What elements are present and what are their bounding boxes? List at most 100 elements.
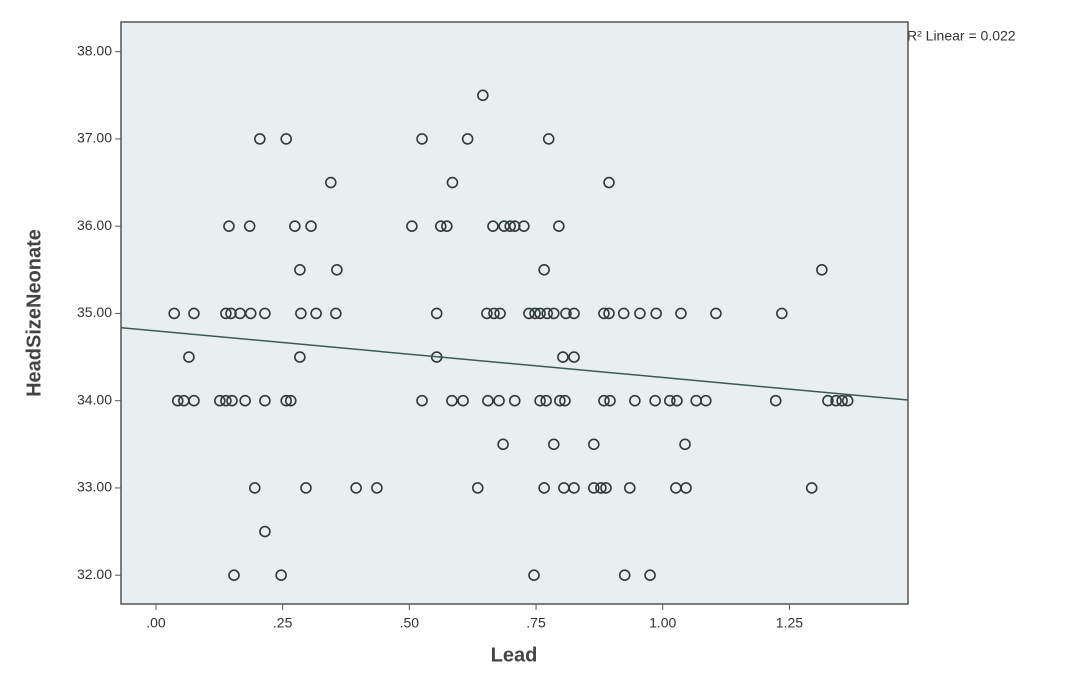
point	[441, 220, 453, 232]
point	[518, 220, 530, 232]
annotation: R² Linear = 0.022	[907, 28, 1016, 44]
point	[430, 307, 443, 320]
point	[371, 482, 383, 494]
point	[310, 307, 322, 320]
point	[830, 394, 842, 407]
point	[816, 264, 828, 276]
point	[604, 394, 616, 407]
point	[528, 569, 540, 582]
point	[434, 220, 447, 232]
point	[284, 394, 297, 407]
point	[508, 220, 521, 232]
plot-area	[120, 21, 909, 605]
point	[494, 307, 506, 320]
point	[487, 220, 499, 232]
point	[457, 394, 469, 407]
point	[183, 351, 195, 363]
point	[559, 394, 571, 407]
point	[223, 220, 235, 232]
x-axis-title: Lead	[491, 644, 538, 666]
point	[554, 394, 566, 407]
point	[644, 569, 656, 582]
point	[553, 220, 565, 232]
x-tick-label: .50	[400, 615, 420, 631]
x-tick-label: .00	[146, 615, 166, 631]
point	[244, 307, 257, 320]
point	[769, 394, 782, 407]
y-axis-title: HeadSizeNeonate	[23, 229, 45, 397]
x-tick-label: .75	[526, 615, 546, 631]
point	[623, 482, 636, 494]
point	[295, 307, 307, 320]
x-tick-label: .25	[273, 615, 293, 631]
point	[568, 307, 580, 320]
point	[617, 307, 630, 320]
point	[248, 482, 261, 494]
point	[595, 482, 607, 494]
point	[294, 351, 306, 363]
point	[239, 394, 251, 407]
point	[841, 394, 854, 407]
point	[805, 482, 818, 494]
point	[259, 525, 271, 538]
point	[588, 482, 600, 494]
point	[600, 482, 612, 494]
y-tick-label: 34.00	[77, 391, 112, 407]
point	[680, 482, 692, 494]
point	[406, 220, 418, 232]
point	[538, 264, 550, 276]
point	[618, 569, 631, 582]
point	[477, 89, 489, 102]
point	[461, 133, 474, 145]
point	[547, 438, 560, 451]
point	[557, 351, 569, 363]
point	[534, 394, 546, 407]
point	[675, 307, 687, 320]
point	[523, 307, 535, 320]
point	[822, 394, 834, 407]
point	[504, 220, 516, 232]
point	[629, 394, 641, 407]
point	[534, 307, 546, 320]
point	[259, 394, 271, 407]
point	[214, 394, 226, 407]
point	[664, 394, 676, 407]
point	[228, 569, 240, 582]
point	[776, 307, 788, 320]
point	[350, 482, 362, 494]
y-tick-label: 38.00	[77, 42, 112, 58]
point	[416, 133, 428, 145]
point	[529, 307, 541, 320]
point	[671, 394, 683, 407]
point	[588, 438, 600, 451]
point	[294, 264, 306, 276]
point	[188, 307, 200, 320]
point	[540, 394, 552, 407]
point	[289, 220, 301, 232]
y-tick-label: 32.00	[77, 566, 112, 582]
point	[226, 394, 238, 407]
x-tick-label: 1.25	[776, 615, 803, 631]
point	[280, 133, 293, 145]
point	[541, 307, 553, 320]
point	[280, 394, 293, 407]
point	[568, 482, 580, 494]
point	[508, 394, 521, 407]
point	[603, 176, 615, 189]
point	[220, 394, 232, 407]
point	[225, 307, 237, 320]
point	[324, 176, 337, 189]
y-tick-label: 37.00	[77, 130, 112, 146]
point	[634, 307, 646, 320]
point	[171, 394, 184, 407]
point	[446, 394, 458, 407]
point	[446, 176, 459, 189]
point	[542, 133, 555, 145]
point	[560, 307, 572, 320]
point	[497, 438, 509, 451]
point	[416, 394, 428, 407]
point	[482, 394, 494, 407]
point	[679, 438, 691, 451]
point	[254, 133, 266, 145]
point	[649, 394, 661, 407]
